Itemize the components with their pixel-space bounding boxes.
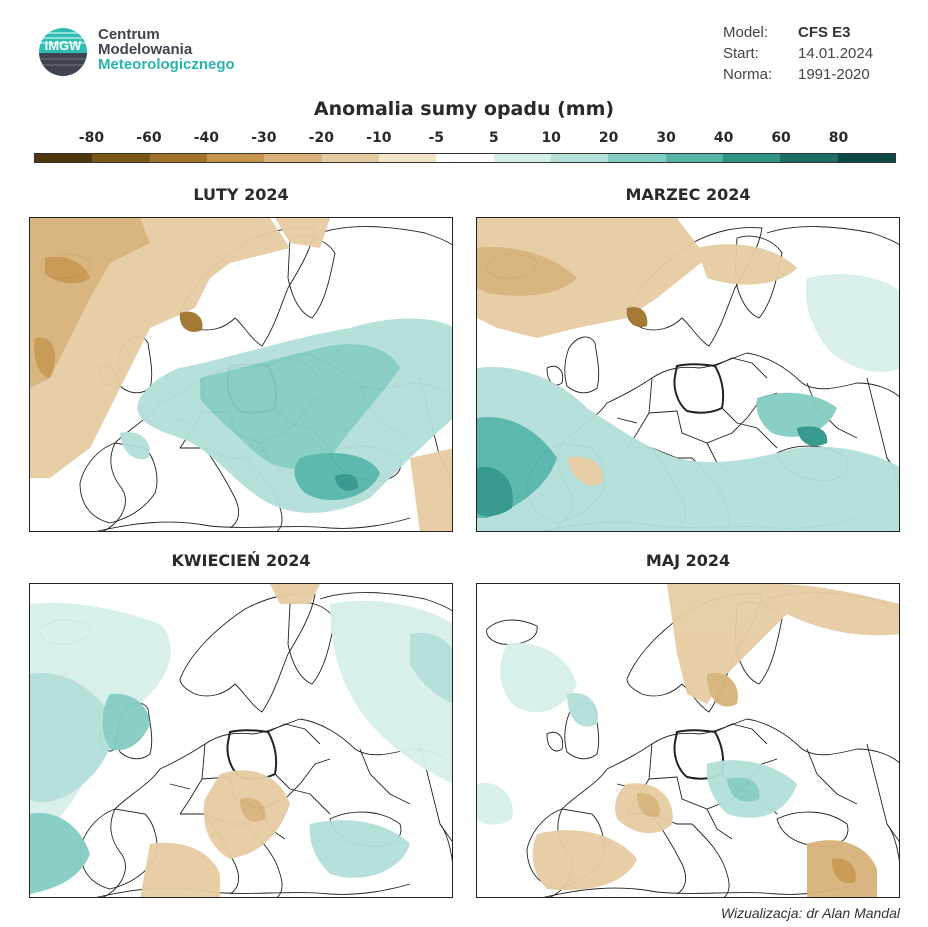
map-kwiecien-graphic [30, 584, 452, 897]
panel-title-marzec: MARZEC 2024 [625, 185, 751, 204]
svg-text:IMGW: IMGW [45, 38, 83, 53]
colorbar-segment [378, 154, 437, 162]
model-value: CFS E3 [798, 24, 851, 41]
colorbar-tick-label: -20 [308, 130, 334, 146]
norm-row: Norma: 1991-2020 [723, 64, 873, 85]
colorbar-segment [550, 154, 609, 162]
logo-text: Centrum Modelowania Meteorologicznego [98, 27, 235, 72]
colorbar-tick-label: 10 [541, 130, 561, 146]
colorbar-tick-label: 80 [828, 130, 849, 146]
panel-title-luty: LUTY 2024 [193, 185, 289, 204]
colorbar-segment [780, 154, 838, 162]
model-key: Model: [723, 24, 769, 41]
colorbar-title: Anomalia sumy opadu (mm) [313, 98, 615, 120]
colorbar-segment [149, 154, 207, 162]
credit-text: Wizualizacja: dr Alan Mandal [720, 905, 900, 921]
colorbar-segment [436, 154, 494, 162]
colorbar-tick-label: 20 [598, 130, 619, 146]
colorbar-tick-label: -80 [78, 130, 105, 146]
map-luty-graphic [30, 218, 452, 531]
map-maj [476, 583, 900, 898]
colorbar [34, 153, 896, 163]
map-kwiecien [29, 583, 453, 898]
map-marzec-graphic [477, 218, 899, 531]
map-marzec [476, 217, 900, 532]
colorbar-tick-label: 60 [771, 130, 791, 146]
colorbar-tick-label: -60 [136, 130, 162, 146]
colorbar-tick-label: 40 [713, 130, 734, 146]
norm-key: Norma: [723, 66, 773, 83]
model-row: Model: CFS E3 [723, 22, 873, 43]
colorbar-segment [92, 154, 150, 162]
colorbar-segment [264, 154, 322, 162]
logo-line-1: Centrum [98, 26, 160, 43]
colorbar-segment [837, 154, 895, 162]
colorbar-tick-label: -30 [251, 130, 277, 146]
colorbar-segment [722, 154, 781, 162]
colorbar-segment [321, 154, 379, 162]
norm-value: 1991-2020 [798, 66, 870, 83]
imgw-logo: IMGW Centrum Modelowania Meteorologiczne… [38, 25, 243, 80]
model-info: Model: CFS E3 Start: 14.01.2024 Norma: 1… [723, 22, 873, 85]
colorbar-segment [35, 154, 93, 162]
imgw-logo-icon: IMGW [39, 28, 87, 76]
map-luty [29, 217, 453, 532]
colorbar-segment [493, 154, 551, 162]
logo-line-3: Meteorologicznego [98, 56, 235, 73]
colorbar-tick-label: -5 [428, 130, 445, 146]
colorbar-tick-label: 5 [488, 130, 499, 146]
start-key: Start: [723, 45, 759, 62]
colorbar-tick-label: 30 [656, 130, 676, 146]
panel-title-kwiecien: KWIECIEŃ 2024 [171, 551, 311, 570]
map-maj-graphic [477, 584, 899, 897]
start-row: Start: 14.01.2024 [723, 43, 873, 64]
colorbar-tick-label: -10 [366, 130, 392, 146]
colorbar-segment [608, 154, 666, 162]
colorbar-segment [206, 154, 265, 162]
logo-line-2: Modelowania [98, 41, 193, 58]
start-value: 14.01.2024 [798, 45, 874, 62]
panel-title-maj: MAJ 2024 [645, 551, 731, 570]
colorbar-segment [665, 154, 723, 162]
colorbar-labels: -80 -60 -40 -30 -20 -10 -5 5 10 20 30 40 60 80 [0, 130, 928, 150]
colorbar-tick-label: -40 [193, 130, 220, 146]
